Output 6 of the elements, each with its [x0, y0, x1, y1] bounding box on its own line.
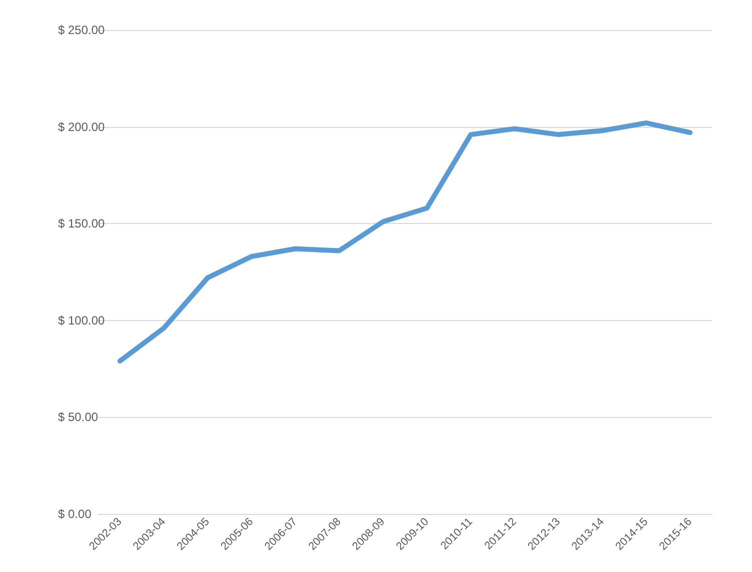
y-tick-label: $ 250.00	[58, 23, 106, 37]
y-tick-label: $ 50.00	[58, 410, 98, 424]
y-tick-label: $ 0.00	[58, 507, 92, 521]
y-tick-label: $ 100.00	[58, 313, 106, 328]
y-tick-label: $ 150.00	[58, 216, 106, 231]
y-tick-label: $ 200.00	[58, 120, 106, 134]
